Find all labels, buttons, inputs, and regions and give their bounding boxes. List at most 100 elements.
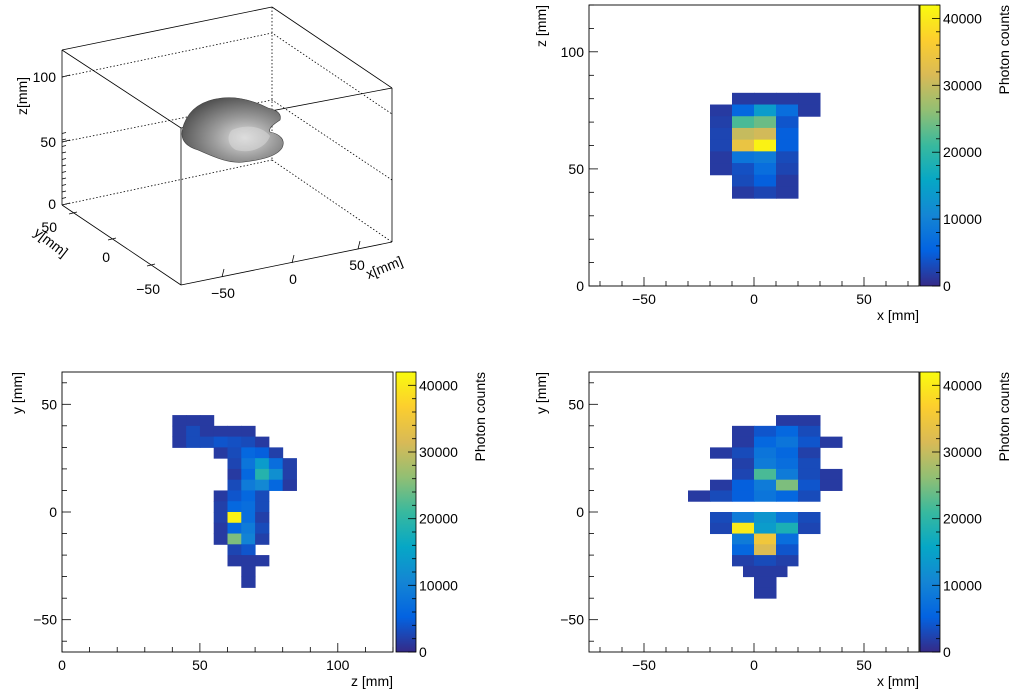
heatmap-cell (754, 512, 777, 524)
y-tick-label: 0 (576, 278, 584, 294)
z-minor-tick (61, 164, 67, 167)
heatmap-cell (798, 458, 821, 470)
colorbar-tick-label: 30000 (419, 444, 458, 460)
heatmap-cell (241, 565, 256, 578)
z-minor-tick (61, 151, 67, 154)
heatmap-cell (754, 479, 777, 491)
heatmap-cell (241, 458, 256, 470)
heatmap-cell (776, 522, 799, 535)
heatmap-cell (798, 479, 821, 491)
heatmap-cell (227, 512, 242, 524)
heatmap-cell (241, 447, 256, 459)
heatmap-cell (754, 587, 777, 599)
heatmap-cell (732, 555, 755, 567)
heatmap-cells (710, 92, 821, 199)
axis-ticks: 0 50 100 −50 0 50 (33, 382, 394, 673)
x-tick-label: 0 (750, 657, 758, 673)
heatmap-cell (754, 127, 777, 141)
heatmap-cell (213, 425, 228, 438)
heatmap-cell (710, 447, 733, 459)
heatmap-cell (754, 533, 777, 545)
heatmap-cell (754, 555, 777, 567)
heatmap-cell (710, 479, 733, 491)
heatmap-cell (255, 479, 270, 491)
heatmap-cell (776, 174, 799, 187)
heatmap-cell (227, 544, 242, 556)
heatmap-cell (688, 490, 711, 502)
colorbar-tick-label: 0 (943, 644, 951, 660)
z-minor-tick (61, 184, 67, 186)
heatmap-cell (241, 555, 256, 567)
heatmap-cell (213, 436, 228, 448)
z-axis-label: z[mm] (14, 77, 30, 115)
heatmap-cell (241, 533, 256, 545)
heatmap-cell (776, 436, 799, 448)
x-tick-label: −50 (632, 291, 656, 307)
heatmap-cell (776, 104, 799, 117)
heatmap-cell (776, 544, 799, 556)
colorbar-tick-label: 30000 (943, 77, 982, 93)
heatmap-cell (241, 501, 256, 513)
heatmap-cell (227, 533, 242, 545)
z-minor-tick (61, 177, 67, 180)
heatmap-cell (754, 490, 777, 502)
heatmap-cell (241, 479, 256, 491)
y-tick-label: −50 (33, 612, 57, 628)
heatmap-cell (241, 544, 256, 556)
heatmap-cell (754, 447, 777, 459)
heatmap-cell (776, 163, 799, 176)
heatmap-cell (255, 533, 270, 545)
colorbar-tick-label: 20000 (943, 144, 982, 160)
heatmap-cell (776, 479, 799, 491)
heatmap-cell (710, 127, 733, 141)
heatmap-cell (227, 425, 242, 438)
heatmap-cell (776, 186, 799, 199)
heatmap-cell (754, 576, 777, 588)
panel-heatmap-xz: −50 0 50 0 50 100 x [mm] z [mm] 0 10000 20000 30… (533, 4, 1011, 323)
heatmap-cell (732, 163, 755, 176)
heatmap-cell (776, 555, 799, 567)
y-tick-label: 0 (576, 504, 584, 520)
heatmap-cell (776, 447, 799, 459)
colorbar-tick-label: 10000 (419, 577, 458, 593)
heatmap-cell (710, 151, 733, 164)
heatmap-cell (732, 512, 755, 524)
x-tick-label: 50 (856, 291, 872, 307)
heatmap-cell (776, 512, 799, 524)
heatmap-cell (754, 139, 777, 152)
heatmap-cell (798, 104, 821, 117)
colorbar: 0 10000 20000 30000 40000 Photon counts (919, 4, 1011, 294)
z-tick-label: 0 (48, 196, 56, 212)
colorbar-tick-label: 0 (419, 644, 427, 660)
heatmap-cell (268, 479, 284, 491)
heatmap-cell (776, 139, 799, 152)
colorbar-tick-label: 20000 (419, 511, 458, 527)
heatmap-cell (732, 186, 755, 199)
gridline-z100 (61, 32, 393, 115)
heatmap-cell (255, 468, 270, 481)
colorbar-strip (395, 371, 417, 653)
heatmap-cell (732, 127, 755, 141)
x-tick-label: 50 (192, 657, 208, 673)
y-tick-label: 50 (41, 396, 57, 412)
heatmap-cell (776, 151, 799, 164)
heatmap-cell (710, 139, 733, 152)
heatmap-cell (776, 490, 799, 502)
heatmap-cell (186, 436, 201, 448)
y-axis-label: z [mm] (533, 5, 549, 47)
heatmap-cell (199, 436, 215, 448)
surface-highlight (228, 126, 270, 152)
heatmap-cell (743, 565, 766, 578)
z-minor-tick (61, 158, 67, 160)
z-major-tick (61, 202, 71, 206)
heatmap-cell (241, 512, 256, 524)
heatmap-cell (268, 458, 284, 470)
x-major-tick (221, 268, 225, 278)
heatmap-cell (798, 415, 821, 427)
heatmap-cell (255, 501, 270, 513)
heatmap-cell (213, 533, 228, 545)
heatmap-cell (732, 116, 755, 129)
heatmap-cell (798, 522, 821, 535)
y-tick-label: 0 (49, 504, 57, 520)
